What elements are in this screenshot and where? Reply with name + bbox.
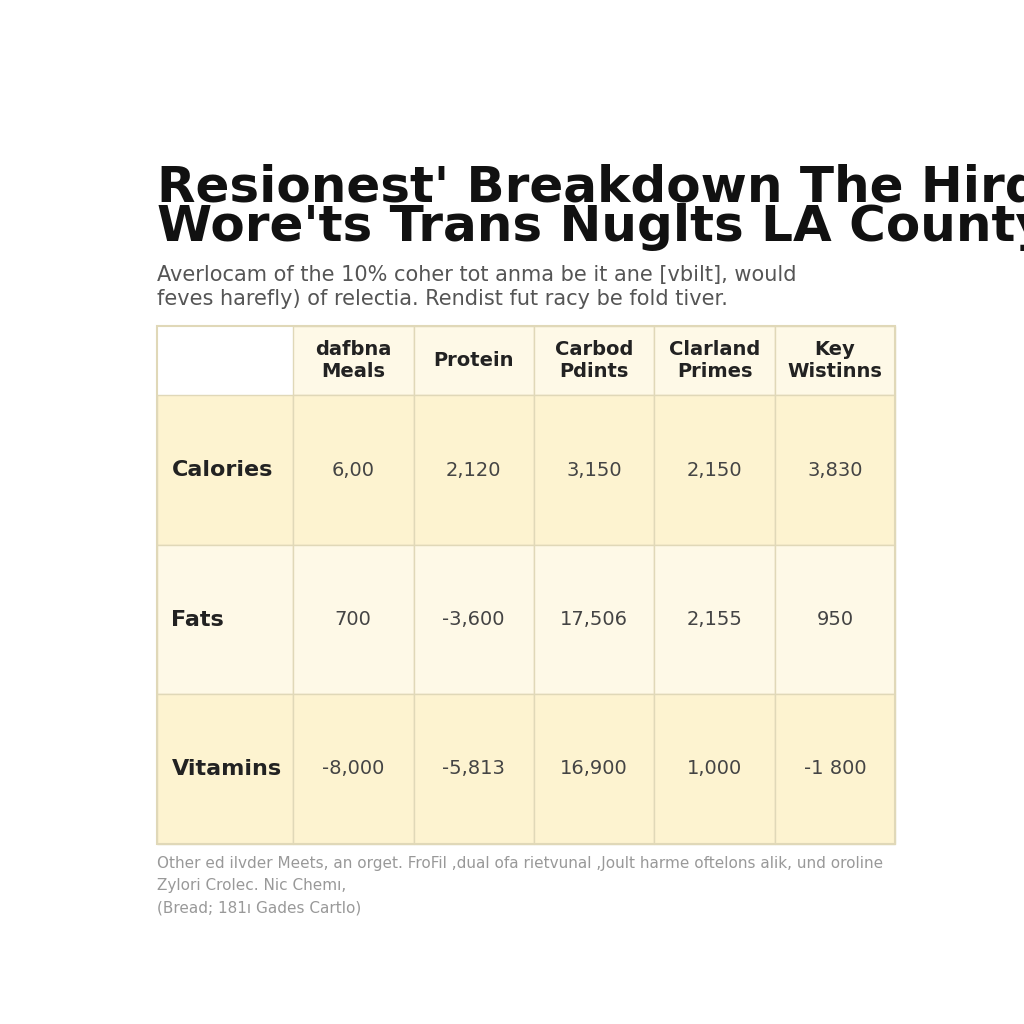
Bar <box>414 327 534 395</box>
Bar <box>654 694 775 844</box>
Bar <box>414 694 534 844</box>
Text: 2,120: 2,120 <box>446 461 502 479</box>
Bar <box>534 327 654 395</box>
Text: Resionest' Breakdown The Hird Day: Resionest' Breakdown The Hird Day <box>158 165 1024 212</box>
Bar <box>414 545 534 694</box>
Text: 16,900: 16,900 <box>560 760 628 778</box>
Bar <box>293 694 414 844</box>
Text: Clarland
Primes: Clarland Primes <box>669 340 760 381</box>
Text: 6,00: 6,00 <box>332 461 375 479</box>
Text: 950: 950 <box>816 610 854 629</box>
Text: 2,155: 2,155 <box>687 610 742 629</box>
Text: 3,150: 3,150 <box>566 461 622 479</box>
Bar <box>654 327 775 395</box>
Text: Calories: Calories <box>171 460 272 480</box>
Text: -3,600: -3,600 <box>442 610 505 629</box>
Bar <box>654 545 775 694</box>
Bar <box>654 395 775 545</box>
Text: 2,150: 2,150 <box>687 461 742 479</box>
Bar <box>775 694 895 844</box>
Text: Fats: Fats <box>171 609 224 630</box>
Bar <box>293 395 414 545</box>
Bar <box>293 327 414 395</box>
Text: Wore'ts Trans Nuglts LA County Jail: Wore'ts Trans Nuglts LA County Jail <box>158 203 1024 251</box>
Text: 700: 700 <box>335 610 372 629</box>
Bar <box>158 327 895 844</box>
Text: 17,506: 17,506 <box>560 610 628 629</box>
Bar <box>293 545 414 694</box>
Text: Protein: Protein <box>433 351 514 371</box>
Bar <box>158 395 293 545</box>
Text: -1 800: -1 800 <box>804 760 866 778</box>
Bar <box>534 694 654 844</box>
Bar <box>534 545 654 694</box>
Text: Averlocam of the 10% coher tot anma be it ane [vbilt], would: Averlocam of the 10% coher tot anma be i… <box>158 264 797 285</box>
Bar <box>775 327 895 395</box>
Bar <box>158 327 293 395</box>
Bar <box>534 395 654 545</box>
Bar <box>158 545 293 694</box>
Text: -8,000: -8,000 <box>323 760 384 778</box>
Bar <box>775 395 895 545</box>
Text: dafbna
Meals: dafbna Meals <box>315 340 391 381</box>
Bar <box>414 395 534 545</box>
Text: -5,813: -5,813 <box>442 760 505 778</box>
Text: Carbod
Pdints: Carbod Pdints <box>555 340 634 381</box>
Text: 1,000: 1,000 <box>687 760 742 778</box>
Text: Vitamins: Vitamins <box>171 759 282 779</box>
Text: Key
Wistinns: Key Wistinns <box>787 340 883 381</box>
Bar <box>775 545 895 694</box>
Bar <box>158 694 293 844</box>
Text: feves harefly) of relectia. Rendist fut racy be fold tiver.: feves harefly) of relectia. Rendist fut … <box>158 289 728 309</box>
Text: Other ed ilvder Meets, an orget. FroFil ,dual ofa rietvunal ,Joult harme oftelon: Other ed ilvder Meets, an orget. FroFil … <box>158 856 884 915</box>
Text: 3,830: 3,830 <box>807 461 863 479</box>
